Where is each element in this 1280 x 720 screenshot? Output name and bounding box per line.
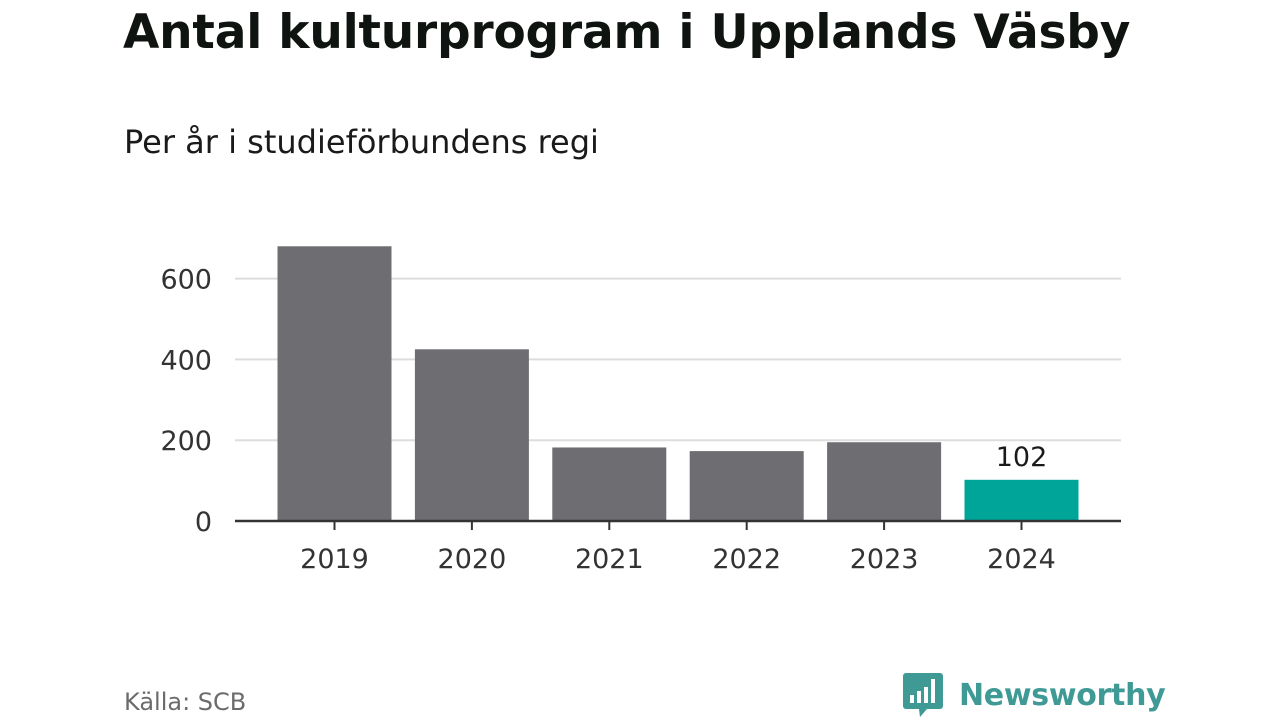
x-tick-label: 2019 <box>300 544 369 575</box>
bar-2021 <box>552 447 667 521</box>
data-label: 102 <box>996 442 1048 473</box>
bar-2022 <box>689 451 804 521</box>
y-tick-label: 400 <box>160 345 212 376</box>
x-axis-ticks: 2019 2020 2021 2022 2023 2024 <box>300 521 1056 575</box>
x-tick-label: 2020 <box>438 544 507 575</box>
bars <box>277 246 1079 521</box>
source-note: Källa: SCB <box>124 688 247 716</box>
newsworthy-logo: Newsworthy <box>903 670 1166 720</box>
chart-title: Antal kulturprogram i Upplands Väsby <box>123 5 1131 60</box>
y-tick-label: 600 <box>160 265 212 296</box>
x-tick-label: 2021 <box>575 544 644 575</box>
bar-2019 <box>277 246 392 521</box>
x-tick-label: 2024 <box>987 544 1056 575</box>
brand-name: Newsworthy <box>959 677 1166 713</box>
x-tick-label: 2022 <box>712 544 781 575</box>
y-axis-ticks: 0 200 400 600 <box>160 265 212 538</box>
newsworthy-logo-icon <box>903 673 943 717</box>
y-tick-label: 0 <box>195 507 212 538</box>
bar-2023 <box>827 442 942 521</box>
data-labels: 102 <box>996 442 1048 473</box>
y-tick-label: 200 <box>160 426 212 457</box>
chart-subtitle: Per år i studieförbundens regi <box>124 123 599 161</box>
x-tick-label: 2023 <box>850 544 919 575</box>
bar-2020 <box>414 349 529 521</box>
bar-2024 <box>964 479 1079 521</box>
